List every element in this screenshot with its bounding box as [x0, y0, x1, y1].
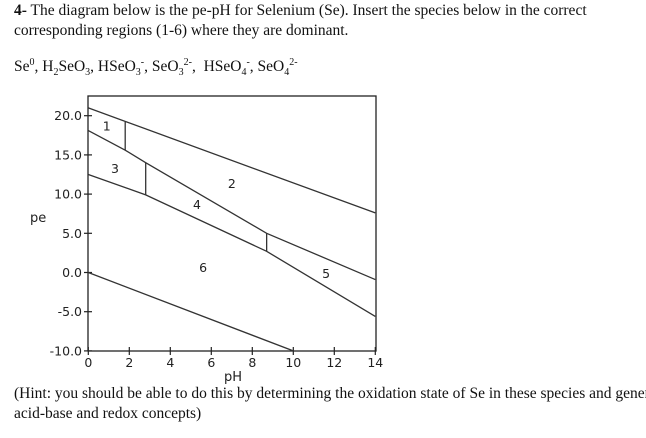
x-tick-label: 14 [367, 355, 383, 370]
question-line-1: 4- The diagram below is the pe-pH for Se… [14, 2, 587, 20]
y-tick-label: 5.0 [62, 226, 82, 241]
species-item: HSeO3- [97, 56, 145, 79]
x-tick-label: 8 [248, 355, 256, 370]
species-item: HSeO4- [203, 56, 250, 79]
x-tick-label: 0 [84, 355, 92, 370]
species-item: SeO42- [257, 56, 298, 79]
x-tick-label: 4 [166, 355, 174, 370]
region-label-2: 2 [228, 176, 236, 191]
x-tick-label: 10 [285, 355, 301, 370]
y-axis-label: pe [30, 211, 46, 226]
region-label-6: 6 [199, 260, 207, 275]
y-tick-label: 15.0 [54, 147, 82, 162]
plot-frame [87, 95, 377, 352]
x-tick-label: 6 [207, 355, 215, 370]
species-list: Se0, H2SeO3, HSeO3-, SeO32-, HSeO4-, SeO… [14, 56, 298, 79]
y-tick-label: 10.0 [54, 187, 82, 202]
x-tick-label: 12 [326, 355, 342, 370]
y-tick-label: -10.0 [50, 343, 82, 358]
boundary-line [88, 271, 294, 352]
species-item: Se0 [14, 56, 35, 75]
boundary-line [88, 173, 376, 317]
region-label-1: 1 [103, 119, 111, 134]
region-label-5: 5 [322, 266, 330, 281]
boundary-line [87, 130, 376, 281]
region-label-4: 4 [193, 197, 201, 212]
hint-line-2: acid-base and redox concepts) [14, 405, 202, 422]
boundary-line [88, 107, 376, 214]
question-text: The diagram below is the pe-pH for Selen… [30, 2, 587, 19]
question-line-2: corresponding regions (1-6) where they a… [14, 22, 349, 39]
y-tick-label: 20.0 [54, 108, 82, 123]
y-tick-label: 0.0 [62, 265, 82, 280]
x-axis-label: pH [224, 370, 242, 385]
x-tick-label: 2 [125, 355, 133, 370]
species-item: SeO32- [151, 56, 192, 79]
species-item: H2SeO3 [42, 58, 91, 79]
y-tick-label: -5.0 [58, 304, 82, 319]
region-label-3: 3 [111, 161, 119, 176]
hint-line-1: (Hint: you should be able to do this by … [14, 385, 646, 402]
question-number: 4- [14, 2, 27, 19]
